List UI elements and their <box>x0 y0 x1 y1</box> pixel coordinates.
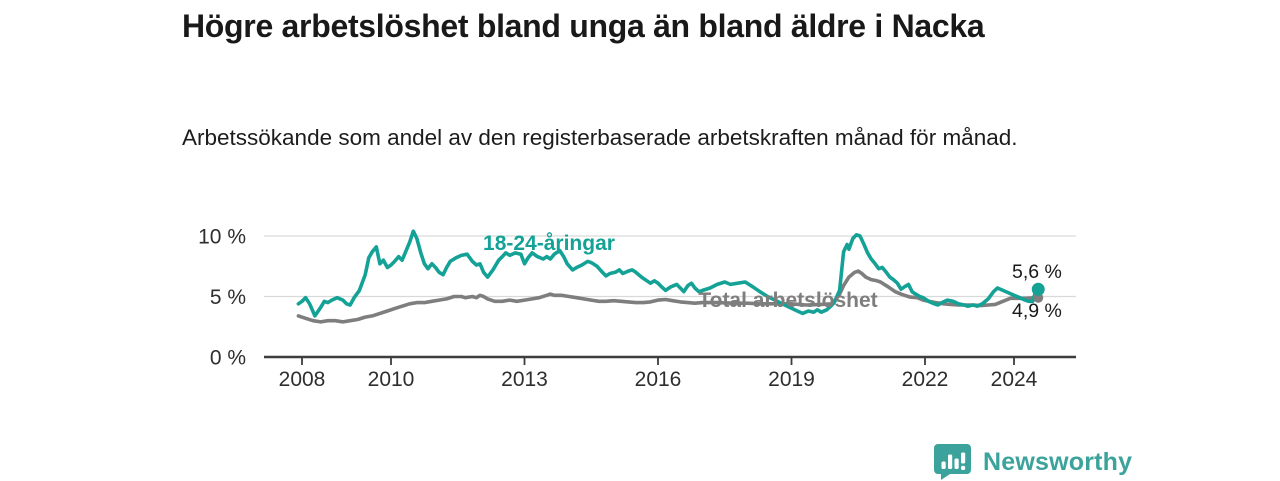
x-tick-label: 2024 <box>991 368 1038 391</box>
chart-subtitle: Arbetssökande som andel av den registerb… <box>182 125 1018 150</box>
series-end-dot <box>1031 282 1045 296</box>
series-label: 18-24-åringar <box>483 232 615 255</box>
x-tick-label: 2016 <box>635 368 682 391</box>
x-tick-label: 2008 <box>279 368 326 391</box>
series-line <box>296 229 1039 318</box>
x-tick-label: 2010 <box>368 368 415 391</box>
y-tick-label: 0 % <box>210 347 246 370</box>
page-title: Högre arbetslöshet bland unga än bland ä… <box>182 8 985 44</box>
y-tick-label: 5 % <box>210 286 246 309</box>
newsworthy-logo-link[interactable]: Newsworthy <box>933 443 1132 481</box>
series-label: Total arbetslöshet <box>698 289 877 312</box>
x-tick-label: 2022 <box>902 368 949 391</box>
newsworthy-wordmark: Newsworthy <box>983 447 1133 476</box>
end-value-annotation: 5,6 % <box>1012 261 1062 283</box>
end-value-annotation: 4,9 % <box>1012 300 1062 322</box>
y-tick-label: 10 % <box>198 226 246 249</box>
x-tick-label: 2019 <box>768 368 815 391</box>
content-column: Högre arbetslöshet bland unga än bland ä… <box>182 0 1098 46</box>
x-tick-label: 2013 <box>501 368 548 391</box>
newsworthy-logo-icon <box>933 443 972 481</box>
series-line <box>296 269 1039 324</box>
